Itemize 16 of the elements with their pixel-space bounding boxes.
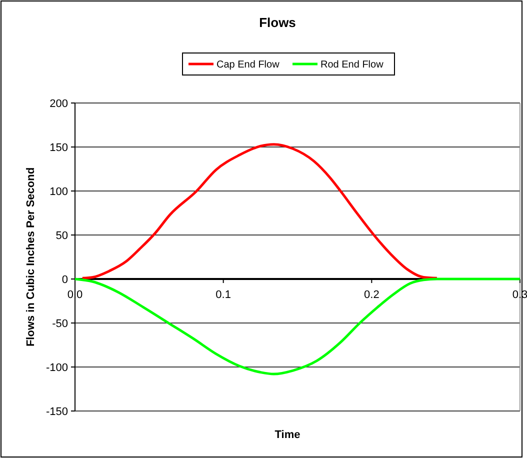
legend-label: Rod End Flow <box>320 60 384 70</box>
legend-label: Cap End Flow <box>216 60 280 70</box>
chart-title: Flows <box>259 15 296 30</box>
x-tick-label: 0.1 <box>216 289 231 301</box>
y-axis-title: Flows in Cubic Inches Per Second <box>25 167 37 347</box>
y-tick-label: 0 <box>62 274 68 286</box>
y-tick-label: -100 <box>46 362 68 374</box>
y-tick-label: 200 <box>50 98 68 110</box>
y-tick-label: -50 <box>52 318 68 330</box>
x-axis-title: Time <box>274 429 300 441</box>
x-tick-label: 0.2 <box>364 289 380 301</box>
y-tick-label: 150 <box>50 142 68 154</box>
y-tick-label: -150 <box>46 406 68 418</box>
y-tick-label: 100 <box>50 186 68 198</box>
line-series <box>81 143 438 280</box>
y-tick-label: 50 <box>56 230 68 242</box>
